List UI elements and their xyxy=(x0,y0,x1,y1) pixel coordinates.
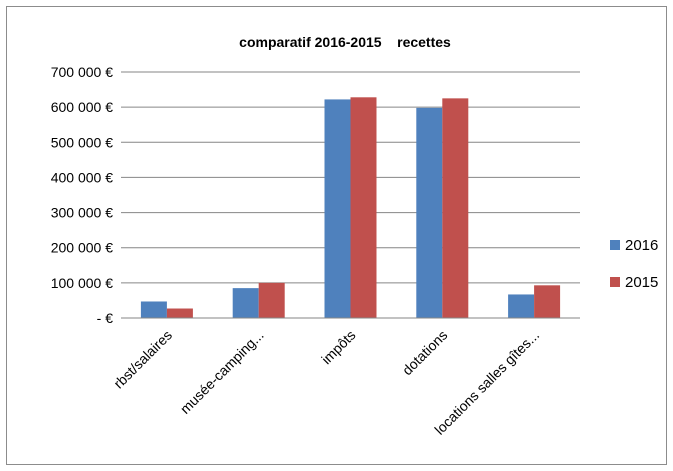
bar-2015-2 xyxy=(350,97,377,318)
x-tick-label: dotations xyxy=(399,327,450,378)
legend-label: 2016 xyxy=(625,237,658,254)
legend-swatch-2016 xyxy=(610,240,620,250)
y-tick-label: 200 000 € xyxy=(51,240,113,256)
x-tick-label: rbst/salaires xyxy=(110,327,175,392)
legend: 2016 2015 xyxy=(610,237,658,291)
bar-2016-0 xyxy=(140,301,167,318)
x-tick-label: impôts xyxy=(318,327,358,367)
y-tick-label: 400 000 € xyxy=(51,169,113,185)
bars xyxy=(140,97,561,319)
bar-2015-1 xyxy=(258,282,285,318)
bar-2016-3 xyxy=(416,107,443,319)
x-axis: rbst/salaires musée-camping... impôts dotat… xyxy=(110,317,580,438)
bar-2016-1 xyxy=(232,288,259,318)
y-tick-label: - € xyxy=(97,310,114,326)
chart-title: comparatif 2016-2015 recettes xyxy=(239,34,451,50)
x-tick-label: musée-camping... xyxy=(177,327,267,417)
y-axis: - € 100 000 € 200 000 € 300 000 € 400 000 € 5… xyxy=(51,64,114,326)
x-tick-label: locations salles gîtes... xyxy=(431,327,542,438)
y-tick-label: 300 000 € xyxy=(51,205,113,221)
y-tick-label: 600 000 € xyxy=(51,99,113,115)
y-tick-label: 700 000 € xyxy=(51,64,113,80)
bar-2016-2 xyxy=(324,99,351,318)
bar-2016-4 xyxy=(508,294,535,318)
bar-2015-3 xyxy=(442,98,469,318)
legend-swatch-2015 xyxy=(610,277,620,287)
legend-label: 2015 xyxy=(625,274,658,291)
y-tick-label: 500 000 € xyxy=(51,134,113,150)
bar-2015-4 xyxy=(534,285,561,318)
bar-2015-0 xyxy=(166,308,193,318)
y-tick-label: 100 000 € xyxy=(51,275,113,291)
